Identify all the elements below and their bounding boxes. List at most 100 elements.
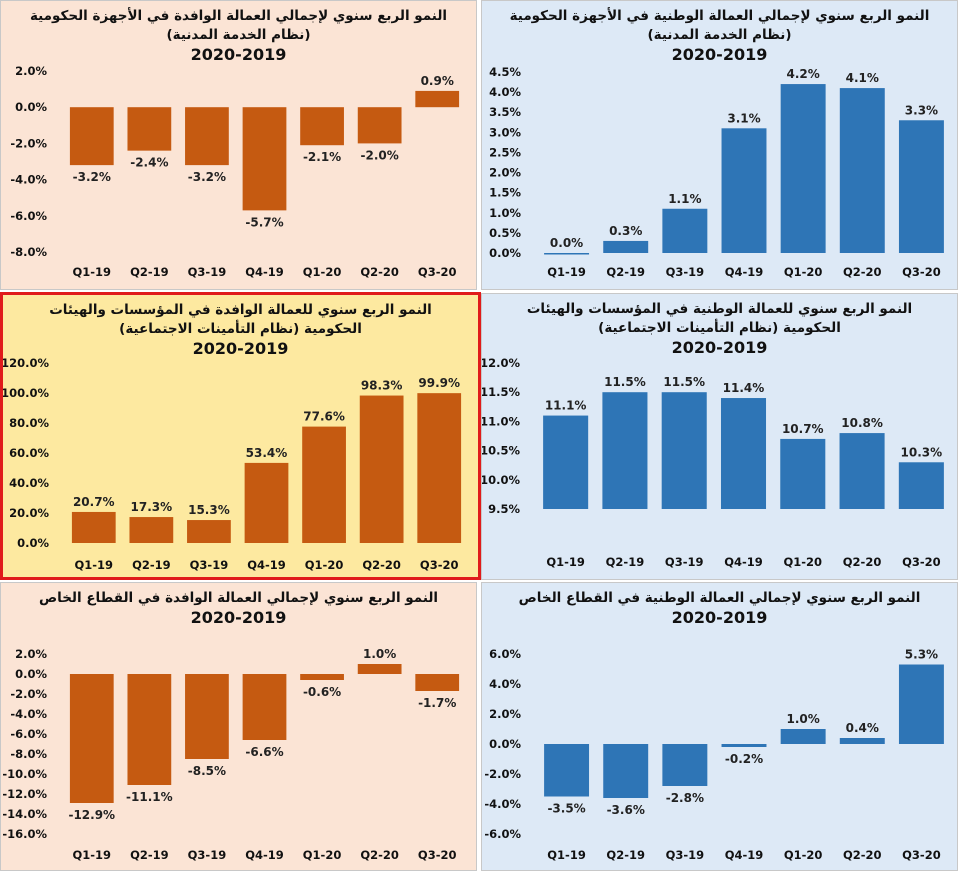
bar [544,253,590,255]
bar [662,744,708,786]
x-tick-label: Q3-19 [666,848,705,862]
data-label: 4.2% [787,67,820,81]
y-tick-label: 0.0% [15,100,47,114]
data-label: 99.9% [418,376,460,390]
x-tick-label: Q2-19 [606,265,645,279]
data-label: -6.6% [245,745,283,759]
data-label: 11.4% [723,381,765,395]
bar [780,84,826,253]
y-tick-label: -14.0% [2,807,47,821]
y-tick-label: 4.0% [489,85,521,99]
y-tick-label: 12.0% [482,356,520,370]
data-label: 11.1% [545,399,587,413]
bar [603,744,649,798]
data-label: 15.3% [188,503,230,517]
bar [359,395,404,543]
bar [244,462,289,543]
bar [415,674,460,691]
chart-title-text: النمو الربع سنوي لإجمالي العمالة الوافدة… [29,8,448,43]
data-label: -11.1% [126,790,173,804]
data-label: -3.2% [73,170,111,184]
bar-chart: 12.0% 11.5% 11.0% 10.5% 10.0% 9.5% 11.1% Q1-19 1… [482,356,944,569]
bar [127,674,172,785]
x-tick-label: Q2-19 [132,558,171,572]
bar [300,674,344,680]
bar-chart: 2.0% 0.0% -2.0% -4.0% -6.0% -8.0% -10.0% -12.0%… [2,647,460,862]
bar [300,107,344,146]
bar [129,517,174,543]
x-tick-label: Q2-20 [362,558,401,572]
bar [357,107,402,144]
bar [721,744,767,747]
bar [185,674,229,759]
y-tick-label: 2.0% [489,166,521,180]
chart-panel-expat-gov-insurance: النمو الربع سنوي للعمالة الوافدة في المؤ… [0,292,481,580]
y-tick-label: 11.5% [482,385,520,399]
x-tick-label: Q1-20 [784,848,823,862]
x-tick-label: Q2-19 [606,848,645,862]
bar [544,744,590,797]
data-label: -2.8% [666,791,704,805]
bar [603,240,649,253]
data-label: 3.3% [905,103,938,117]
data-label: 0.3% [609,224,642,238]
bar [661,392,707,509]
x-tick-label: Q3-20 [902,265,941,279]
bar [720,398,767,509]
y-tick-label: -4.0% [10,707,47,721]
y-tick-label: 0.0% [15,667,47,681]
chart-title: النمو الربع سنوي لإجمالي العمالة الوافدة… [1,7,476,65]
data-label: 0.4% [846,721,879,735]
y-tick-label: -2.0% [10,136,47,150]
x-tick-label: Q2-19 [130,265,169,279]
y-tick-label: -2.0% [10,687,47,701]
data-label: 17.3% [131,500,173,514]
y-tick-label: 11.0% [482,414,520,428]
data-label: -2.4% [130,156,168,170]
y-tick-label: -6.0% [484,827,521,841]
data-label: 1.0% [363,647,396,661]
data-label: 10.3% [901,445,943,459]
x-tick-label: Q3-19 [665,555,704,569]
data-label: -0.2% [725,752,763,766]
data-label: 53.4% [246,446,288,460]
x-tick-label: Q2-20 [843,265,882,279]
chart-panel-national-gov-civil: النمو الربع سنوي لإجمالي العمالة الوطنية… [481,0,958,290]
bar [185,107,229,166]
y-tick-label: -16.0% [2,827,47,841]
x-tick-label: Q2-19 [606,555,645,569]
x-tick-label: Q1-19 [547,848,586,862]
data-label: -0.6% [303,685,341,699]
bar [71,511,116,543]
bar [417,393,462,543]
chart-title-years: 2020-2019 [190,45,287,64]
y-tick-label: 3.0% [489,125,521,139]
bar [898,120,944,254]
chart-title-text: النمو الربع سنوي للعمالة الوافدة في المؤ… [49,302,432,337]
y-tick-label: 2.0% [489,707,521,721]
chart-title-text: النمو الربع سنوي للعمالة الوطنية في المؤ… [526,301,913,336]
chart-title-years: 2020-2019 [192,339,289,358]
y-tick-label: 1.0% [489,206,521,220]
x-tick-label: Q3-20 [418,265,457,279]
data-label: 11.5% [663,375,705,389]
data-label: -3.2% [188,170,226,184]
bar [187,520,231,543]
y-tick-label: -6.0% [10,727,47,741]
data-label: -1.7% [418,696,456,710]
chart-title-years: 2020-2019 [671,608,768,627]
x-tick-label: Q1-19 [73,848,112,862]
y-tick-label: 10.5% [482,444,520,458]
y-tick-label: 0.0% [489,246,521,260]
x-tick-label: Q4-19 [245,265,284,279]
x-tick-label: Q3-20 [902,848,941,862]
bar [242,674,287,740]
x-tick-label: Q3-19 [190,558,229,572]
y-tick-label: 40.0% [9,476,49,490]
y-tick-label: 0.0% [17,536,49,550]
bar [780,438,826,509]
data-label: 77.6% [303,410,345,424]
y-tick-label: 2.0% [15,64,47,78]
chart-panel-expat-private: النمو الربع سنوي لإجمالي العمالة الوافدة… [0,582,477,871]
bar [69,674,114,803]
